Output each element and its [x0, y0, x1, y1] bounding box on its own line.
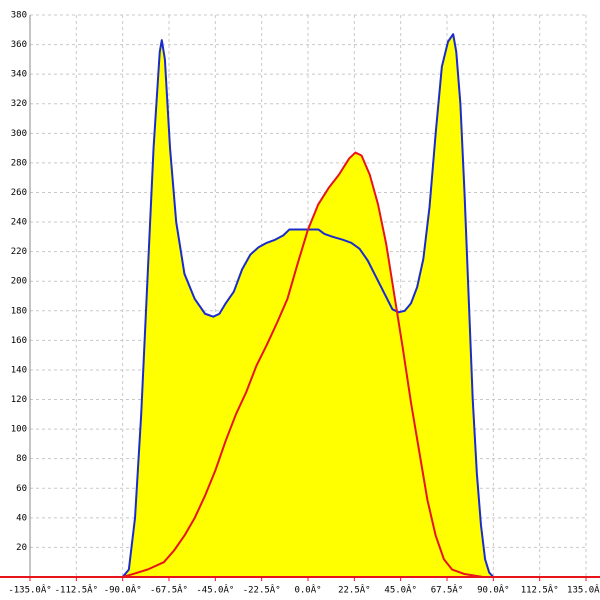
y-tick-label: 40 — [16, 513, 27, 523]
x-tick-label: 135.0Â° — [567, 584, 600, 596]
y-tick-label: 380 — [11, 11, 27, 21]
x-tick-label: -135.0Â° — [8, 584, 51, 596]
y-tick-label: 60 — [16, 484, 27, 494]
x-tick-label: 90.0Â° — [477, 584, 510, 596]
x-tick-label: -22.5Â° — [243, 584, 281, 596]
y-tick-label: 260 — [11, 188, 27, 198]
x-tick-label: -112.5Â° — [55, 584, 98, 596]
y-tick-label: 320 — [11, 99, 27, 109]
x-tick-label: 67.5Â° — [431, 584, 464, 596]
y-tick-label: 300 — [11, 129, 27, 139]
x-tick-label: -67.5Â° — [150, 584, 188, 596]
line — [121, 33, 495, 578]
y-tick-label: 360 — [11, 40, 27, 50]
x-tick-label: -90.0Â° — [104, 584, 142, 596]
y-tick-label: 240 — [11, 218, 27, 228]
x-tick-label: 0.0Â° — [294, 584, 321, 596]
x-tick-label: -45.0Â° — [196, 584, 234, 596]
x-tick-label: 22.5Â° — [338, 584, 371, 596]
y-tick-label: 20 — [16, 543, 27, 553]
y-tick-label: 80 — [16, 454, 27, 464]
y-tick-label: 180 — [11, 306, 27, 316]
y-tick-label: 120 — [11, 395, 27, 405]
x-tick-label: 45.0Â° — [384, 584, 417, 596]
y-tick-label: 220 — [11, 247, 27, 257]
area — [122, 152, 484, 577]
y-tick-label: 100 — [11, 425, 27, 435]
y-tick-label: 160 — [11, 336, 27, 346]
y-tick-label: 200 — [11, 277, 27, 287]
y-tick-label: 340 — [11, 70, 27, 80]
y-tick-label: 280 — [11, 158, 27, 168]
x-tick-label: 112.5Â° — [521, 584, 559, 596]
line — [122, 151, 484, 578]
y-tick-label: 140 — [11, 365, 27, 375]
